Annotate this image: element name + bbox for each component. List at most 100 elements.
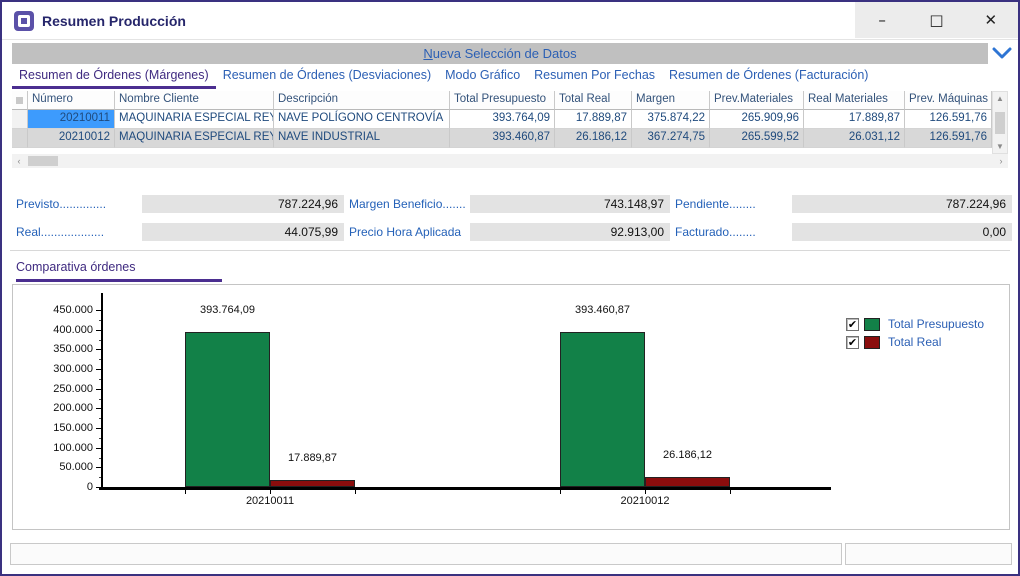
column-header-7[interactable]: Real Materiales	[804, 91, 905, 110]
cell-r0-c8[interactable]: 126.591,76	[905, 110, 992, 129]
y-axis-tick	[96, 447, 102, 449]
y-axis-tick-label: 150.000	[53, 422, 93, 434]
x-axis-tick	[560, 490, 561, 494]
column-header-5[interactable]: Margen	[632, 91, 710, 110]
y-axis-minor-tick	[99, 477, 102, 479]
column-header-0[interactable]: Número	[28, 91, 115, 110]
minimize-button[interactable]: –	[878, 11, 886, 29]
y-axis-minor-tick	[99, 339, 102, 341]
y-axis-tick-label: 250.000	[53, 382, 93, 395]
column-header-6[interactable]: Prev.Materiales	[710, 91, 804, 110]
x-axis-tick	[730, 490, 731, 494]
bar-20210012-0	[560, 332, 645, 487]
x-axis-category-label: 20210012	[620, 495, 670, 507]
cell-r1-c7[interactable]: 26.031,12	[804, 129, 905, 148]
title-bar: Resumen Producción – □ ✕	[2, 2, 1018, 40]
column-header-3[interactable]: Total Presupuesto	[450, 91, 555, 110]
x-axis-category-label: 20210011	[245, 495, 295, 507]
y-axis-minor-tick	[99, 319, 102, 321]
tab-3[interactable]: Resumen Por Fechas	[534, 68, 656, 82]
cell-r0-c7[interactable]: 17.889,87	[804, 110, 905, 129]
x-axis-tick	[185, 490, 186, 494]
cell-r1-c0[interactable]: 20210012	[28, 129, 115, 148]
legend-item-0: ✔ Total Presupuesto	[846, 315, 984, 333]
window-controls: – □ ✕	[855, 2, 1018, 38]
maximize-button[interactable]: □	[929, 11, 944, 29]
tab-2[interactable]: Modo Gráfico	[445, 68, 521, 82]
y-axis-minor-tick	[99, 378, 102, 380]
cell-r0-c2[interactable]: NAVE POLÍGONO CENTROVÍA	[274, 110, 450, 129]
legend-checkbox-1[interactable]: ✔	[846, 335, 859, 349]
scroll-left-icon[interactable]: ‹	[17, 156, 21, 166]
chevron-down-icon[interactable]	[990, 44, 1014, 63]
cell-r0-c1[interactable]: MAQUINARIA ESPECIAL REY	[115, 110, 274, 129]
new-data-selection-bar[interactable]: Nueva Selección de Datos	[12, 43, 988, 64]
y-axis-tick	[96, 329, 102, 331]
y-axis-minor-tick	[99, 437, 102, 439]
window-title: Resumen Producción	[42, 12, 186, 29]
y-axis-tick-label: 400.000	[53, 323, 93, 336]
app-icon	[14, 10, 34, 31]
cell-r0-c5[interactable]: 375.874,22	[632, 110, 710, 129]
column-header-2[interactable]: Descripción	[274, 91, 450, 110]
scroll-down-icon[interactable]: ▼	[996, 142, 1004, 151]
cell-r0-c3[interactable]: 393.764,09	[450, 110, 555, 129]
bar-20210011-1	[270, 479, 355, 487]
cell-r1-c3[interactable]: 393.460,87	[450, 129, 555, 148]
status-bar-right	[845, 543, 1012, 565]
summary-label-3: Precio Hora Aplicada	[349, 225, 462, 239]
vertical-scroll-thumb[interactable]	[995, 111, 1005, 134]
tab-comparativa-ordenes[interactable]: Comparativa órdenes	[16, 260, 222, 282]
y-axis-tick	[96, 467, 102, 469]
scroll-right-icon[interactable]: ›	[999, 156, 1003, 166]
table-row[interactable]: 20210012 MAQUINARIA ESPECIAL REY NAVE INDU…	[12, 129, 1008, 148]
y-axis-tick-label: 350.000	[53, 343, 93, 356]
row-selector-header[interactable]	[12, 91, 28, 110]
grid-vertical-scrollbar[interactable]: ▲ ▼	[992, 91, 1008, 154]
column-header-4[interactable]: Total Real	[555, 91, 632, 110]
grid-horizontal-scrollbar[interactable]: ‹ ›	[12, 154, 1008, 168]
summary-label-0: Previsto..............	[16, 197, 107, 211]
cell-r1-c5[interactable]: 367.274,75	[632, 129, 710, 148]
orders-grid: Número Nombre Cliente Descripción Total Pre…	[12, 91, 1008, 148]
cell-r1-c2[interactable]: NAVE INDUSTRIAL	[274, 129, 450, 148]
y-axis-tick	[96, 388, 102, 390]
legend-checkbox-0[interactable]: ✔	[846, 317, 859, 331]
yaxis	[101, 293, 103, 489]
table-row[interactable]: 20210011 MAQUINARIA ESPECIAL REY NAVE POLÍ…	[12, 110, 1008, 129]
tab-0[interactable]: Resumen de Órdenes (Márgenes)	[12, 65, 216, 89]
y-axis-minor-tick	[99, 398, 102, 400]
horizontal-scroll-thumb[interactable]	[28, 156, 58, 166]
y-axis-tick-label: 100.000	[53, 441, 93, 454]
xaxis	[99, 487, 831, 490]
y-axis-tick-label: 300.000	[53, 363, 93, 375]
tab-4[interactable]: Resumen de Órdenes (Facturación)	[669, 68, 869, 82]
column-header-8[interactable]: Prev. Máquinas	[905, 91, 992, 110]
cell-r1-c1[interactable]: MAQUINARIA ESPECIAL REY	[115, 129, 274, 148]
y-axis-tick	[96, 349, 102, 351]
x-axis-tick	[645, 490, 646, 494]
cell-r1-c6[interactable]: 265.599,52	[710, 129, 804, 148]
bar-value-label: 393.460,87	[574, 304, 631, 317]
legend-item-1: ✔ Total Real	[846, 333, 984, 351]
cell-r1-c4[interactable]: 26.186,12	[555, 129, 632, 148]
cell-r0-c6[interactable]: 265.909,96	[710, 110, 804, 129]
row-selector-0[interactable]	[12, 110, 28, 129]
summary-label-5: Facturado........	[675, 225, 756, 239]
cell-r0-c0[interactable]: 20210011	[28, 110, 115, 129]
summary-label-1: Real...................	[16, 225, 105, 239]
close-button[interactable]: ✕	[984, 11, 998, 29]
tab-1[interactable]: Resumen de Órdenes (Desviaciones)	[222, 68, 432, 82]
y-axis-tick	[96, 369, 102, 370]
cell-r1-c8[interactable]: 126.591,76	[905, 129, 992, 148]
legend-swatch-1	[864, 335, 880, 349]
x-axis-tick	[355, 490, 356, 494]
column-header-1[interactable]: Nombre Cliente	[115, 91, 274, 110]
row-selector-1[interactable]	[12, 129, 28, 148]
summary-value-5: 0,00	[792, 223, 1012, 241]
y-axis-tick	[96, 310, 102, 311]
cell-r0-c4[interactable]: 17.889,87	[555, 110, 632, 129]
y-axis-tick-label: 200.000	[53, 402, 93, 415]
scroll-up-icon[interactable]: ▲	[996, 94, 1004, 103]
summary-value-4: 787.224,96	[792, 195, 1012, 213]
